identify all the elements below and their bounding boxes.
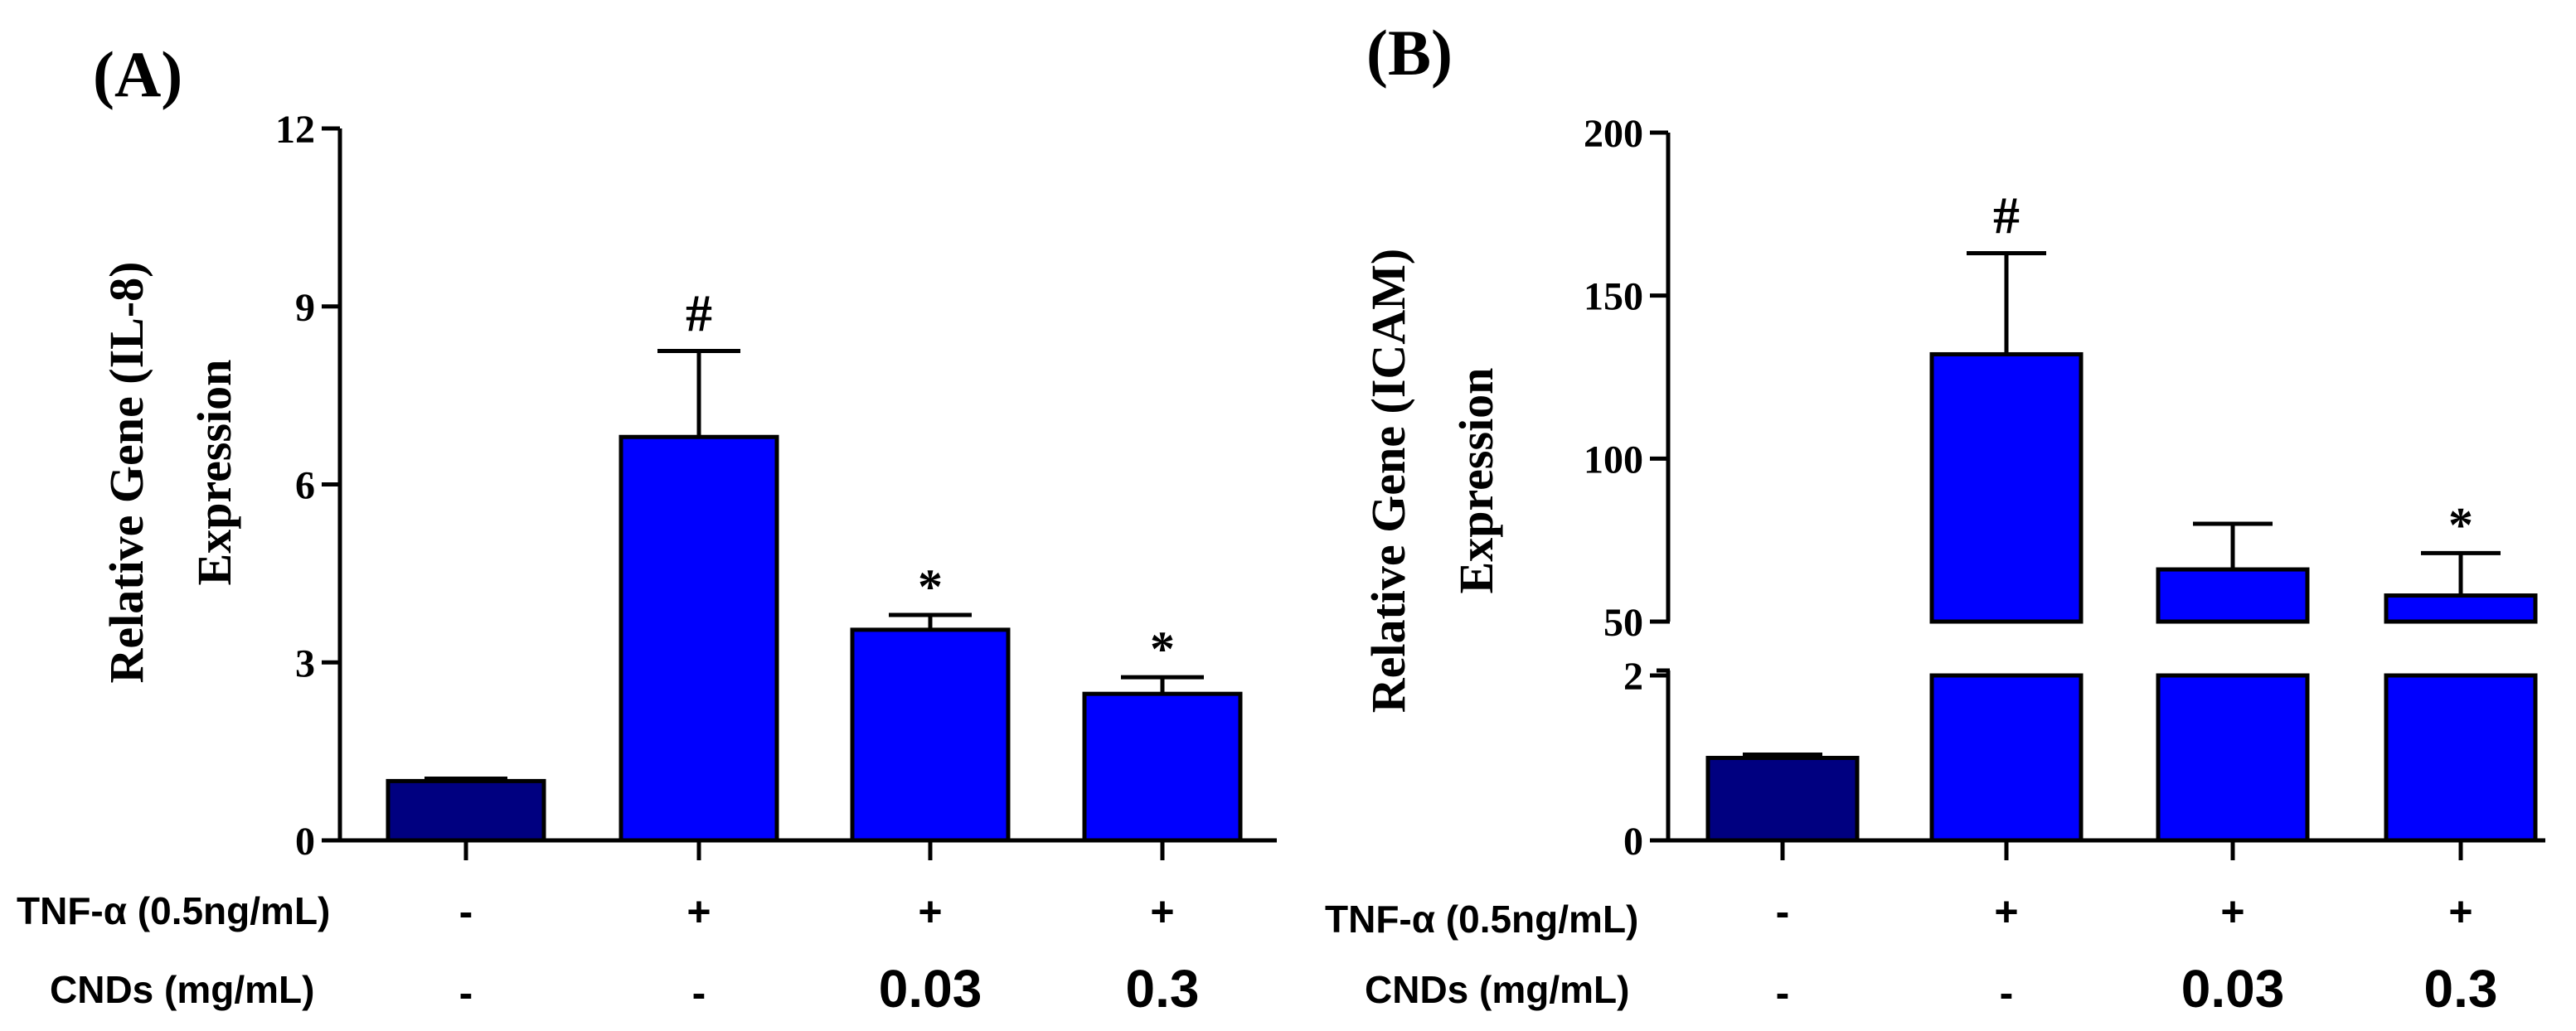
cnds-condition-label: 0.03	[879, 959, 982, 1019]
y-tick-label: 3	[295, 641, 315, 685]
tnf-condition-label: +	[686, 888, 711, 935]
bar	[2156, 567, 2310, 624]
panel-b-x-condition-rows: - - + - +0.03 +0.3	[1776, 888, 2498, 1019]
panel-b-ylabel-line1: Relative Gene (ICAM)	[1361, 249, 1415, 714]
panel-a: (A) Relative Gene (IL-8) Expression 0 3 6 9…	[17, 38, 1277, 1019]
bar-lower-segment	[2384, 673, 2538, 843]
tnf-condition-label: -	[459, 888, 473, 935]
bar	[386, 778, 546, 843]
panel-a-axes	[337, 128, 1277, 860]
tnf-condition-label: -	[1776, 888, 1790, 935]
cnds-condition-label: -	[692, 970, 706, 1016]
bar	[850, 627, 1011, 843]
panel-b-cnds-row-label: CNDs (mg/mL)	[1365, 968, 1629, 1011]
y-tick-label: 150	[1584, 275, 1643, 319]
bar-lower-segment	[1929, 673, 2084, 843]
significance-annotation: *	[918, 559, 943, 614]
panel-a-x-condition-rows: - - + - +0.03 +0.3	[459, 888, 1200, 1019]
cnds-condition-label: -	[2000, 970, 2014, 1016]
y-tick-label: 200	[1584, 112, 1643, 156]
cnds-condition-label: -	[1776, 970, 1790, 1016]
panel-a-tnf-row-label: TNF-α (0.5ng/mL)	[17, 889, 330, 932]
panel-a-ylabel-line1: Relative Gene (IL-8)	[99, 262, 153, 684]
panel-a-bars: # * *	[386, 283, 1243, 843]
bar	[1082, 691, 1243, 843]
significance-annotation: #	[686, 283, 712, 342]
cnds-condition-label: 0.3	[2424, 959, 2498, 1019]
panel-a-label: (A)	[93, 38, 182, 110]
panel-b: (B) Relative Gene (ICAM) Expression 0 2 50…	[1325, 17, 2545, 1019]
bar	[2384, 593, 2538, 624]
y-tick-label: 50	[1603, 601, 1643, 645]
y-tick-label: 9	[295, 286, 315, 330]
panel-b-bars: #*	[1705, 186, 2538, 843]
bar	[1929, 351, 2084, 624]
y-tick-label: 0	[1623, 820, 1643, 864]
y-tick-label: 0	[295, 820, 315, 864]
tnf-condition-label: +	[2220, 888, 2244, 935]
significance-annotation: #	[1993, 186, 2020, 245]
panel-b-tnf-row-label: TNF-α (0.5ng/mL)	[1325, 898, 1638, 941]
significance-annotation: *	[2448, 497, 2473, 552]
y-tick-label: 12	[275, 108, 315, 152]
tnf-condition-label: +	[918, 888, 942, 935]
tnf-condition-label: +	[2448, 888, 2472, 935]
tnf-condition-label: +	[1150, 888, 1174, 935]
cnds-condition-label: 0.03	[2181, 959, 2285, 1019]
bar	[619, 434, 779, 843]
panel-a-y-ticks: 0 3 6 9 12	[275, 108, 340, 864]
panel-b-axes	[1657, 133, 2545, 860]
y-tick-label: 100	[1584, 438, 1643, 482]
cnds-condition-label: 0.3	[1126, 959, 1200, 1019]
y-tick-label: 6	[295, 464, 315, 508]
tnf-condition-label: +	[1994, 888, 2018, 935]
panel-b-y-ticks: 0 2 50 100 150 200	[1584, 112, 1668, 864]
y-tick-label: 2	[1623, 655, 1643, 699]
significance-annotation: *	[1150, 622, 1175, 676]
bar	[1705, 756, 1860, 843]
panel-a-cnds-row-label: CNDs (mg/mL)	[50, 968, 314, 1011]
bar-lower-segment	[2156, 673, 2310, 843]
panel-a-ylabel-line2: Expression	[187, 360, 241, 586]
cnds-condition-label: -	[459, 970, 473, 1016]
panel-b-ylabel-line2: Expression	[1449, 368, 1503, 594]
panel-b-label: (B)	[1366, 17, 1453, 89]
